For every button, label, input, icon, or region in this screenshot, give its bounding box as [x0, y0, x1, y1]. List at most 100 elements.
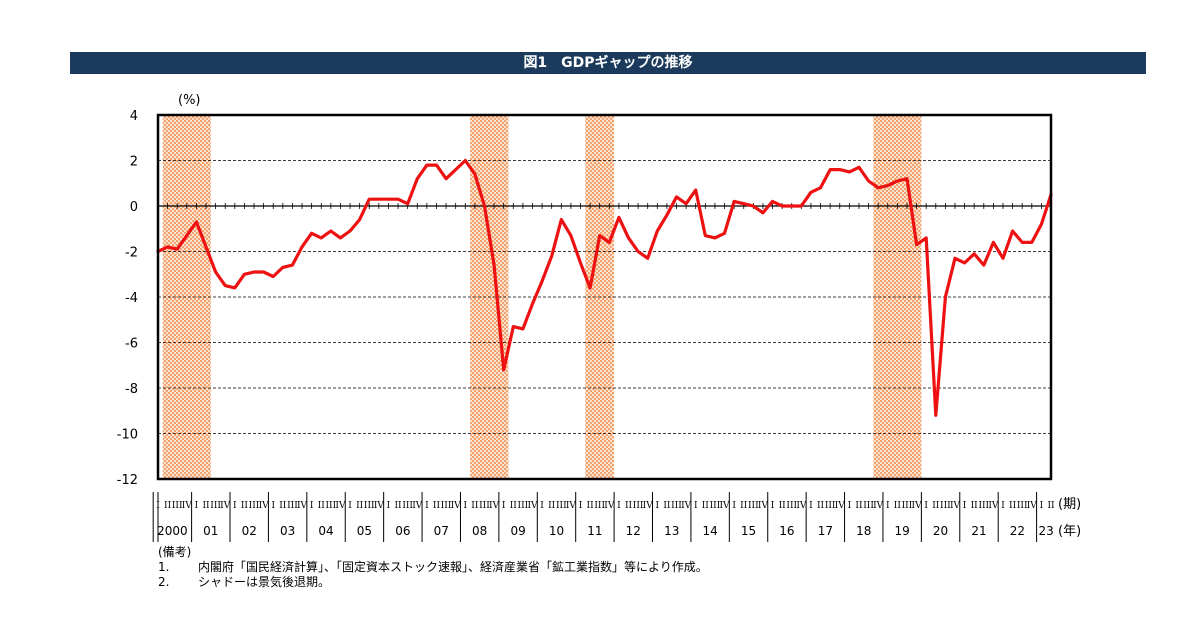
x-quarter-label: II — [894, 501, 902, 511]
x-quarter-label: III — [863, 501, 874, 511]
x-year-label: 11 — [587, 524, 602, 538]
x-quarter-label: III — [326, 501, 337, 511]
x-quarter-label: I — [233, 501, 237, 511]
note-text: シャドーは景気後退期。 — [198, 575, 331, 589]
x-quarter-label: II — [433, 501, 441, 511]
notes-heading: (備考) — [158, 545, 192, 559]
note-item: 1. 内閣府「国民経済計算」、「固定資本ストック速報」、経済産業省「鉱工業指数」等… — [158, 560, 708, 575]
y-tick-label: -10 — [117, 428, 138, 443]
x-quarter-label: I — [924, 501, 928, 511]
x-quarter-label: III — [479, 501, 490, 511]
x-year-label: 17 — [818, 524, 833, 538]
x-quarter-label: II — [241, 501, 249, 511]
x-quarter-label: IV — [412, 501, 423, 511]
x-quarter-label: III — [518, 501, 529, 511]
notes-section: (備考) 1. 内閣府「国民経済計算」、「固定資本ストック速報」、経済産業省「鉱工… — [158, 545, 708, 590]
y-tick-label: 2 — [130, 155, 138, 170]
x-quarter-label: II — [740, 501, 748, 511]
x-quarter-label: IV — [643, 501, 654, 511]
x-quarter-label: IV — [297, 501, 308, 511]
x-quarter-label: I — [617, 501, 621, 511]
x-quarter-label: III — [441, 501, 452, 511]
x-quarter-label: III — [940, 501, 951, 511]
x-quarter-label: III — [364, 501, 375, 511]
y-tick-label: -8 — [125, 382, 138, 397]
x-quarter-label: IV — [988, 501, 999, 511]
x-quarter-label: IV — [220, 501, 231, 511]
x-quarter-label: III — [902, 501, 913, 511]
x-quarter-label: IV — [566, 501, 577, 511]
x-quarter-label: III — [249, 501, 260, 511]
x-quarter-label: I — [387, 501, 391, 511]
x-quarter-label: I — [656, 501, 660, 511]
x-year-label: 14 — [702, 524, 717, 538]
note-text: 内閣府「国民経済計算」、「固定資本ストック速報」、経済産業省「鉱工業指数」等によ… — [198, 560, 708, 574]
x-quarter-label: I — [1040, 501, 1044, 511]
x-quarter-label: IV — [719, 501, 730, 511]
x-quarter-label: IV — [374, 501, 385, 511]
x-quarter-label: I — [771, 501, 775, 511]
x-quarter-label: IV — [604, 501, 615, 511]
x-quarter-label: IV — [335, 501, 346, 511]
x-quarter-label: II — [779, 501, 787, 511]
x-quarter-label: I — [502, 501, 506, 511]
x-year-label: 09 — [510, 524, 525, 538]
x-year-label: 15 — [741, 524, 756, 538]
x-quarter-label: I — [540, 501, 544, 511]
x-axis-year-unit-label: (年) — [1058, 524, 1081, 539]
x-quarter-label: II — [587, 501, 595, 511]
x-quarter-label: IV — [912, 501, 923, 511]
x-year-label: 07 — [434, 524, 449, 538]
x-quarter-label: II — [279, 501, 287, 511]
x-quarter-label: IV — [873, 501, 884, 511]
x-year-label: 20 — [933, 524, 948, 538]
x-quarter-label: II — [318, 501, 326, 511]
x-quarter-label: IV — [681, 501, 692, 511]
y-tick-label: -2 — [125, 246, 138, 261]
x-year-label: 21 — [971, 524, 986, 538]
x-year-label: 16 — [779, 524, 794, 538]
x-year-label: 22 — [1010, 524, 1025, 538]
x-quarter-label: II — [817, 501, 825, 511]
x-quarter-label: I — [809, 501, 813, 511]
x-year-label: 18 — [856, 524, 871, 538]
x-year-label: 01 — [203, 524, 218, 538]
x-quarter-label: IV — [489, 501, 500, 511]
x-quarter-label: I — [271, 501, 275, 511]
y-tick-label: -12 — [117, 473, 138, 488]
x-quarter-label: II — [855, 501, 863, 511]
x-quarter-label: IV — [182, 501, 193, 511]
x-year-label: 08 — [472, 524, 487, 538]
x-quarter-label: I — [425, 501, 429, 511]
x-quarter-label: II — [1009, 501, 1017, 511]
x-quarter-label: II — [356, 501, 364, 511]
x-quarter-label: IV — [1027, 501, 1038, 511]
x-quarter-label: II — [702, 501, 710, 511]
x-quarter-label: III — [172, 501, 183, 511]
x-year-label: 06 — [395, 524, 410, 538]
y-tick-label: -4 — [125, 291, 138, 306]
x-quarter-label: I — [732, 501, 736, 511]
x-year-label: 23 — [1039, 524, 1054, 538]
x-year-label: 05 — [357, 524, 372, 538]
note-item: 2. シャドーは景気後退期。 — [158, 575, 708, 590]
x-quarter-label: II — [548, 501, 556, 511]
x-quarter-label: IV — [527, 501, 538, 511]
x-quarter-label: III — [594, 501, 605, 511]
x-quarter-label: IV — [758, 501, 769, 511]
x-year-label: 19 — [895, 524, 910, 538]
x-quarter-label: II — [1047, 501, 1055, 511]
x-quarter-label: III — [825, 501, 836, 511]
x-quarter-label: III — [633, 501, 644, 511]
note-number: 1. — [158, 560, 170, 574]
x-quarter-label: IV — [835, 501, 846, 511]
x-quarter-label: III — [786, 501, 797, 511]
x-quarter-label: I — [579, 501, 583, 511]
x-quarter-label: II — [471, 501, 479, 511]
x-quarter-label: I — [848, 501, 852, 511]
x-quarter-label: III — [402, 501, 413, 511]
x-quarter-label: II — [971, 501, 979, 511]
x-quarter-label: II — [663, 501, 671, 511]
x-quarter-label: I — [463, 501, 467, 511]
x-year-label: 03 — [280, 524, 295, 538]
